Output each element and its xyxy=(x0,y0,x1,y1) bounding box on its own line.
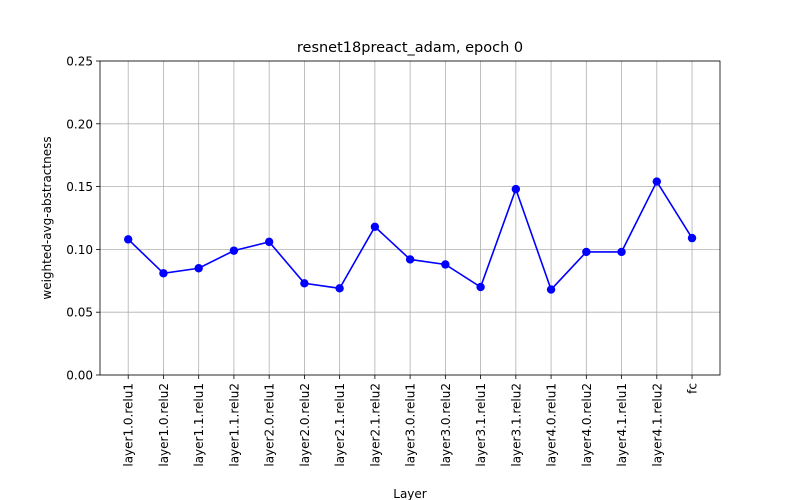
data-point xyxy=(582,247,591,257)
data-point xyxy=(229,246,239,255)
x-tick-label: fc xyxy=(686,383,700,394)
x-tick-label: layer4.1.relu2 xyxy=(650,383,664,467)
x-tick-label: layer2.0.relu1 xyxy=(263,383,277,467)
x-tick-label: layer1.0.relu2 xyxy=(157,383,171,467)
data-point xyxy=(687,233,697,243)
x-tick-label: layer1.0.relu1 xyxy=(122,383,136,467)
x-tick-label: layer3.0.relu1 xyxy=(404,383,418,467)
data-point xyxy=(264,237,274,247)
data-point xyxy=(546,285,556,294)
x-tick-label: layer2.0.relu2 xyxy=(298,383,312,467)
x-tick-label: layer3.1.relu2 xyxy=(509,383,523,467)
series-group xyxy=(124,177,697,294)
x-tick-label: layer1.1.relu1 xyxy=(192,383,206,467)
x-tick-label: layer2.1.relu2 xyxy=(368,383,382,467)
x-tick-label: layer4.1.relu1 xyxy=(615,383,629,467)
x-tick-label: layer4.0.relu2 xyxy=(580,383,594,467)
x-tick-label: layer1.1.relu2 xyxy=(227,383,241,467)
data-point xyxy=(441,260,450,269)
x-tick-label: layer4.0.relu1 xyxy=(545,383,559,467)
data-point xyxy=(124,235,133,244)
data-point xyxy=(652,177,661,186)
data-point xyxy=(617,247,626,257)
data-point xyxy=(370,222,380,231)
data-point xyxy=(511,184,521,194)
x-tick-label: layer2.1.relu1 xyxy=(333,383,347,467)
data-point xyxy=(300,279,309,288)
y-tick-label: 0.25 xyxy=(66,55,93,69)
y-axis: 0.00 0.05 0.10 0.15 0.20 0.25 xyxy=(66,55,100,383)
x-tick-label: layer3.1.relu1 xyxy=(474,383,488,467)
y-axis-label: weighted-avg-abstractness xyxy=(40,136,54,299)
data-point xyxy=(159,269,168,278)
data-point xyxy=(476,282,485,292)
x-tick-label: layer3.0.relu2 xyxy=(439,383,453,467)
y-tick-label: 0.15 xyxy=(66,180,93,194)
x-axis-label: Layer xyxy=(393,487,427,500)
y-tick-label: 0.20 xyxy=(66,117,93,131)
x-axis: layer1.0.relu1 layer1.0.relu2 layer1.1.rel… xyxy=(122,375,700,467)
data-point xyxy=(405,255,415,264)
data-point xyxy=(335,284,344,293)
chart-title: resnet18preact_adam, epoch 0 xyxy=(297,40,523,56)
y-tick-label: 0.05 xyxy=(66,306,93,320)
grid-lines xyxy=(100,60,720,376)
plot-frame xyxy=(99,60,721,376)
y-tick-label: 0.00 xyxy=(66,369,93,383)
y-tick-label: 0.10 xyxy=(66,243,93,257)
data-point xyxy=(194,264,203,273)
